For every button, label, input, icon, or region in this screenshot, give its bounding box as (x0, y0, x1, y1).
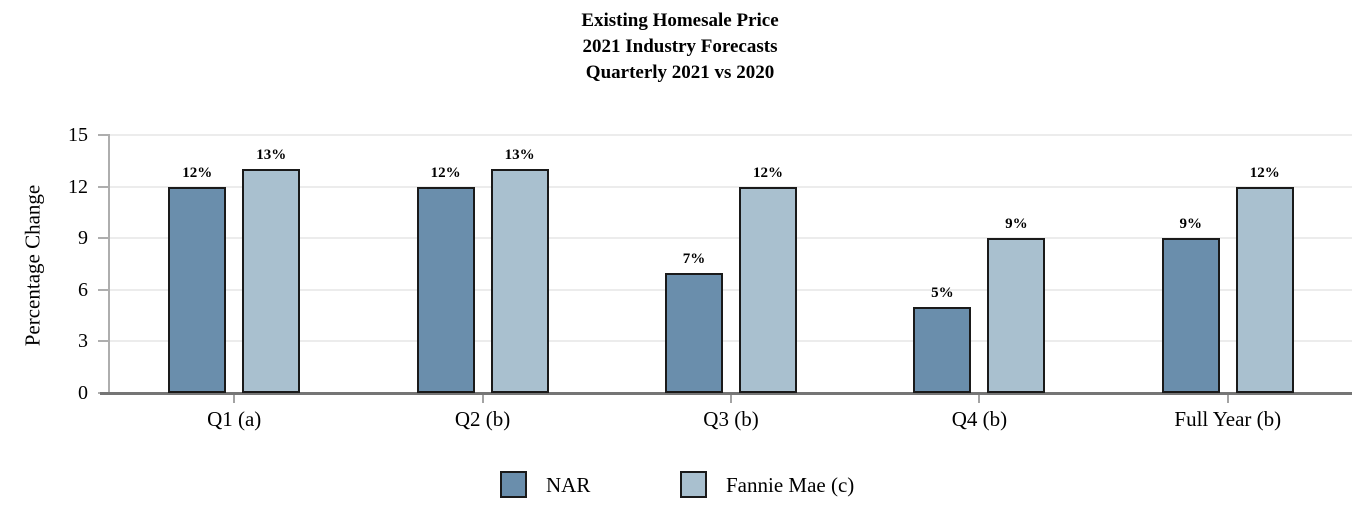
y-axis-title: Percentage Change (20, 184, 45, 347)
bar-value-label: 13% (504, 147, 535, 164)
gridline-12 (110, 185, 1352, 188)
category-label-3: Q3 (b) (703, 407, 759, 431)
bar-value-label: 9% (1179, 216, 1203, 233)
chart-title-line-3: Quarterly 2021 vs 2020 (585, 62, 775, 83)
y-tick-label-9: 9 (78, 227, 88, 250)
bar-value-label: 12% (1249, 164, 1280, 181)
x-axis-tick-5 (1226, 395, 1229, 403)
chart-title-line-2: 2021 Industry Forecasts (582, 36, 778, 57)
bar-value-label: 13% (256, 147, 287, 164)
category-label-1: Q1 (a) (207, 407, 262, 431)
y-tick-label-12: 12 (68, 175, 88, 198)
y-tick-label-6: 6 (78, 278, 88, 301)
gridline-6 (110, 288, 1352, 291)
chart-title: Existing Homesale Price 2021 Industry Fo… (0, 8, 1360, 86)
y-axis-tick-3 (98, 340, 110, 343)
y-axis-tick-9 (98, 237, 110, 240)
x-axis-tick-2 (481, 395, 484, 403)
bar-nar-2 (416, 186, 475, 393)
legend-label: Fannie Mae (c) (726, 473, 855, 497)
x-axis-line (100, 392, 1352, 395)
bar-nar-3 (665, 272, 723, 393)
gridline-15 (110, 134, 1352, 136)
x-axis-tick-4 (978, 395, 981, 403)
y-axis-tick-15 (98, 134, 110, 136)
bar-nar-4 (913, 307, 972, 393)
legend-label: NAR (546, 473, 591, 497)
bar-value-label: 7% (682, 250, 706, 267)
bar-nar-1 (168, 186, 227, 393)
legend-swatch-icon (680, 471, 707, 498)
bar-value-label: 12% (753, 164, 783, 181)
bar-nar-5 (1161, 238, 1220, 393)
y-axis-tick-6 (98, 288, 110, 291)
category-label-5: Full Year (b) (1174, 407, 1282, 431)
bar-fannie-mae-c--1 (242, 169, 301, 393)
bar-value-label: 12% (430, 164, 461, 181)
bar-fannie-mae-c--5 (1235, 186, 1294, 393)
category-label-2: Q2 (b) (454, 407, 511, 431)
y-tick-label-0: 0 (78, 382, 88, 404)
gridline-3 (110, 340, 1352, 343)
chart-title-line-1: Existing Homesale Price (581, 10, 779, 31)
y-axis-line (108, 135, 110, 393)
gridline-9 (110, 237, 1352, 240)
x-axis-tick-3 (730, 395, 732, 403)
legend-swatch-icon (500, 471, 527, 498)
y-tick-label-15: 15 (68, 124, 88, 146)
bar-fannie-mae-c--3 (739, 186, 797, 393)
x-axis-tick-1 (233, 395, 236, 403)
y-tick-label-3: 3 (78, 330, 88, 353)
category-label-4: Q4 (b) (951, 407, 1008, 431)
bar-fannie-mae-c--2 (490, 169, 549, 393)
bar-fannie-mae-c--4 (987, 238, 1046, 393)
y-axis-tick-12 (98, 185, 110, 188)
bar-value-label: 5% (931, 285, 954, 301)
bar-value-label: 9% (1005, 216, 1028, 233)
bar-value-label: 12% (182, 164, 213, 181)
